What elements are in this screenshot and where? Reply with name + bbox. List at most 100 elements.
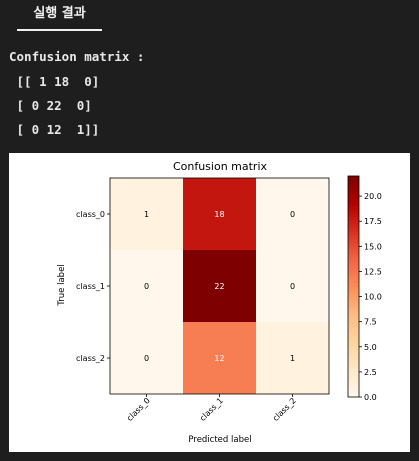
- colorbar-segment: [348, 176, 359, 181]
- cell-value-label: 0: [144, 282, 149, 291]
- active-tab-underline: [17, 29, 102, 31]
- colorbar-segment: [348, 271, 359, 277]
- colorbar-segment: [348, 301, 359, 306]
- colorbar-tick-label: 2.5: [364, 368, 377, 377]
- cell-value-label: 0: [290, 282, 295, 291]
- colorbar-segment: [348, 312, 359, 317]
- colorbar-segment: [348, 382, 359, 387]
- colorbar-segment: [348, 220, 359, 225]
- tab-execution-result[interactable]: 실행 결과: [33, 6, 86, 21]
- x-tick-label: class_0: [125, 396, 152, 423]
- colorbar-segment: [348, 257, 359, 262]
- colorbar-frame: [347, 175, 360, 398]
- colorbar-segment: [348, 330, 359, 335]
- colorbar-segment: [348, 378, 359, 383]
- colorbar-segment: [348, 363, 359, 369]
- cell-value-label: 12: [214, 354, 224, 363]
- matrix-cell-0-2: [256, 178, 329, 250]
- colorbar-segment: [348, 374, 359, 380]
- colorbar-segment: [348, 356, 359, 361]
- colorbar-segment: [348, 242, 359, 247]
- colorbar-segment: [348, 389, 359, 394]
- colorbar-segment: [348, 216, 359, 221]
- output-line-row-3: [ 0 12 1]]: [9, 122, 100, 137]
- colorbar-segment: [348, 282, 359, 288]
- colorbar-segment: [348, 234, 359, 240]
- colorbar-tick-label: 5.0: [364, 343, 377, 352]
- matrix-cell-0-0: [110, 178, 183, 250]
- colorbar-segment: [348, 275, 359, 280]
- colorbar-segment: [348, 341, 359, 347]
- colorbar-segment: [348, 367, 359, 372]
- colorbar-segment: [348, 201, 359, 207]
- matrix-cell-1-1: [183, 250, 256, 322]
- colorbar-segment: [348, 360, 359, 365]
- cell-value-label: 0: [290, 210, 295, 219]
- colorbar-segment: [348, 371, 359, 376]
- colorbar-segment: [348, 187, 359, 192]
- colorbar-tick-label: 17.5: [364, 217, 382, 226]
- colorbar-segment: [348, 279, 359, 284]
- matrix-cell-0-1: [183, 178, 256, 250]
- cell-value-label: 18: [214, 210, 224, 219]
- x-axis-label: Predicted label: [188, 435, 251, 445]
- cell-value-label: 0: [144, 354, 149, 363]
- colorbar-segment: [348, 338, 359, 343]
- y-tick-label: class_1: [76, 282, 105, 291]
- console-output: Confusion matrix : [[ 1 18 0] [ 0 22 0] …: [9, 49, 144, 137]
- colorbar-segment: [348, 268, 359, 273]
- colorbar-segment: [348, 227, 359, 232]
- colorbar-segment: [348, 231, 359, 236]
- chart-title: Confusion matrix: [173, 160, 268, 173]
- colorbar-segment: [348, 293, 359, 299]
- colorbar-tick-label: 0.0: [364, 393, 377, 402]
- colorbar-segment: [348, 245, 359, 251]
- colorbar-tick-label: 12.5: [364, 267, 382, 276]
- colorbar-segment: [348, 334, 359, 339]
- confusion-matrix-chart: Confusion matrix True label Predicted la…: [57, 160, 382, 445]
- x-tick-label: class_2: [271, 396, 298, 423]
- confusion-matrix-plot: Confusion matrix True label Predicted la…: [9, 153, 410, 452]
- colorbar-segment: [348, 194, 359, 199]
- colorbar-segment: [348, 238, 359, 243]
- matrix-cell-2-2: [256, 322, 329, 394]
- colorbar-segment: [348, 308, 359, 313]
- colorbar-segment: [348, 297, 359, 302]
- y-tick-label: class_0: [76, 210, 105, 219]
- matrix-cell-1-0: [110, 250, 183, 322]
- colorbar-tick-label: 20.0: [364, 192, 382, 201]
- colorbar-segment: [348, 190, 359, 196]
- output-line-row-1: [[ 1 18 0]: [9, 74, 100, 89]
- colorbar-segment: [348, 290, 359, 295]
- matrix-cell-1-2: [256, 250, 329, 322]
- colorbar-segment: [348, 249, 359, 254]
- y-tick-label: class_2: [76, 354, 105, 363]
- colorbar-tick-label: 7.5: [364, 318, 377, 327]
- x-tick-label: class_1: [198, 396, 225, 423]
- colorbar-segment: [348, 253, 359, 258]
- colorbar-tick-label: 15.0: [364, 242, 382, 251]
- colorbar-segment: [348, 183, 359, 188]
- y-axis-label: True label: [57, 264, 67, 306]
- colorbar-segment: [348, 323, 359, 328]
- output-line-header: Confusion matrix :: [9, 49, 145, 64]
- colorbar-segment: [348, 264, 359, 269]
- colorbar-segment: [348, 179, 359, 184]
- cell-value-label: 1: [290, 354, 295, 363]
- output-tab-bar: 실행 결과: [0, 0, 419, 33]
- matrix-cell-2-1: [183, 322, 256, 394]
- cell-value-label: 22: [214, 282, 224, 291]
- matrix-cell-2-0: [110, 322, 183, 394]
- colorbar-segment: [348, 205, 359, 210]
- colorbar-tick-label: 10.0: [364, 293, 382, 302]
- output-line-row-2: [ 0 22 0]: [9, 98, 92, 113]
- colorbar-segment: [348, 260, 359, 265]
- colorbar-segment: [348, 223, 359, 229]
- colorbar-segment: [348, 385, 359, 391]
- colorbar-segment: [348, 304, 359, 310]
- colorbar-segment: [348, 319, 359, 324]
- cell-value-label: 1: [144, 210, 149, 219]
- colorbar-segment: [348, 198, 359, 203]
- colorbar-segment: [348, 315, 359, 321]
- colorbar-segment: [348, 212, 359, 218]
